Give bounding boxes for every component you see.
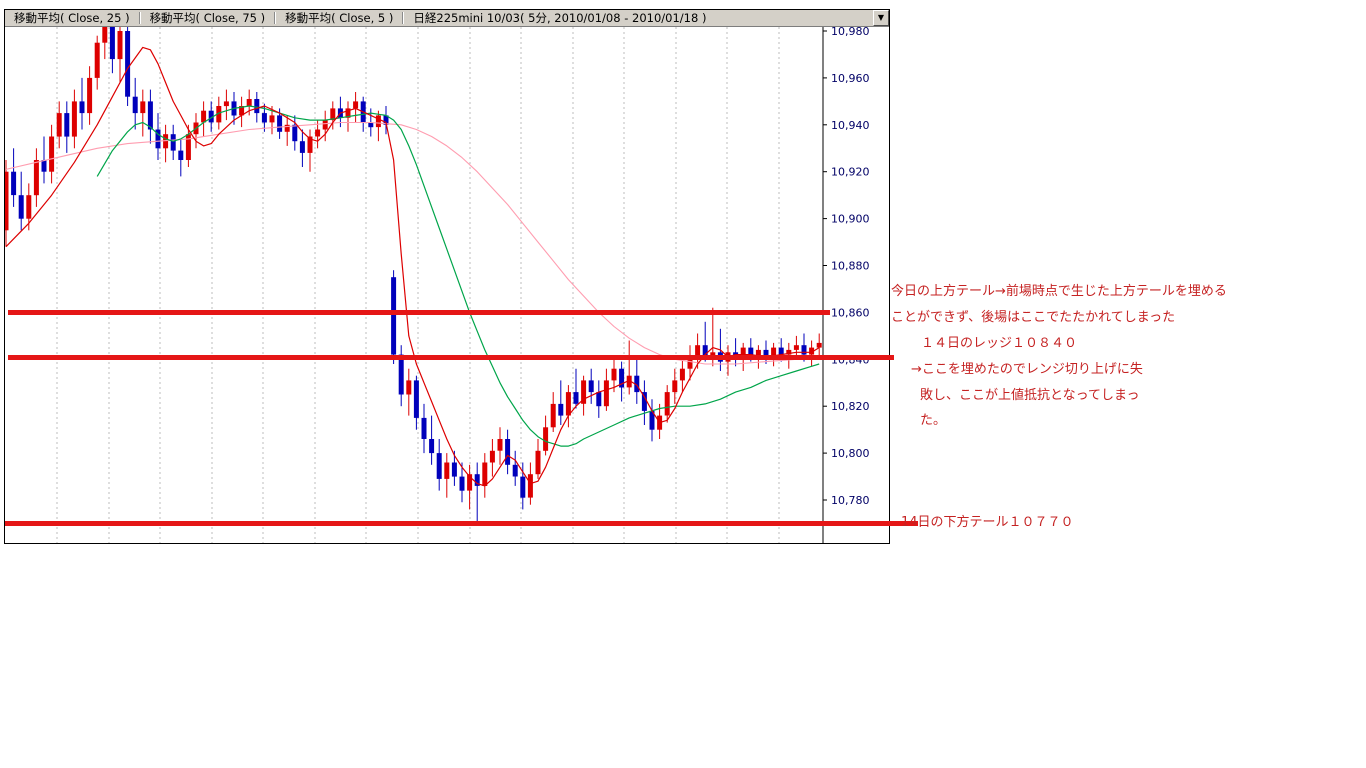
legend-ma-25: 移動平均( Close, 25 ) [14, 11, 130, 25]
candlestick-chart-canvas[interactable]: 10,980 10,960 10,940 10,920 10,900 10,880 10,8… [5, 27, 889, 543]
chart-window: 移動平均( Close, 25 ) 移動平均( Close, 75 ) 移動平均… [4, 9, 890, 544]
svg-text:10,780: 10,780 [831, 494, 870, 507]
resistance-line-10840 [8, 355, 894, 360]
annotation-note: ことができず、後場はここでたたかれてしまった [891, 310, 1176, 325]
svg-text:10,960: 10,960 [831, 72, 870, 85]
resistance-line-10860 [8, 310, 830, 315]
svg-text:10,920: 10,920 [831, 166, 870, 179]
toolbar-separator [402, 12, 405, 24]
chart-toolbar: 移動平均( Close, 25 ) 移動平均( Close, 75 ) 移動平均… [5, 10, 889, 27]
gridlines [56, 27, 780, 543]
support-line-10770 [5, 521, 918, 526]
candles [5, 27, 822, 524]
toolbar-separator [138, 12, 141, 24]
svg-text:10,900: 10,900 [831, 213, 870, 226]
legend-ma-5: 移動平均( Close, 5 ) [285, 11, 394, 25]
moving-averages [5, 46, 820, 487]
annotation-note: １４日のレッジ１０８４０ [921, 336, 1078, 351]
annotation-note: 今日の上方テール→前場時点で生じた上方テールを埋める [891, 284, 1227, 299]
annotation-note: →ここを埋めたのでレンジ切り上げに失 [911, 362, 1143, 377]
chevron-down-icon[interactable]: ▼ [873, 10, 889, 26]
svg-text:10,980: 10,980 [831, 27, 870, 38]
svg-text:10,880: 10,880 [831, 260, 870, 273]
svg-text:10,940: 10,940 [831, 119, 870, 132]
toolbar-separator [274, 12, 277, 24]
legend-ma-75: 移動平均( Close, 75 ) [149, 11, 266, 25]
svg-text:10,820: 10,820 [831, 400, 870, 413]
annotation-note: 敗し、ここが上値抵抗となってしまっ [920, 388, 1140, 403]
svg-text:10,800: 10,800 [831, 447, 870, 460]
annotation-note: 14日の下方テール１０７７０ [901, 515, 1074, 530]
chart-title: 日経225mini 10/03( 5分, 2010/01/08 - 2010/0… [413, 11, 707, 25]
price-axis: 10,980 10,960 10,940 10,920 10,900 10,880 10,8… [822, 27, 870, 543]
svg-text:10,860: 10,860 [831, 306, 870, 319]
annotation-note: た。 [920, 413, 947, 428]
